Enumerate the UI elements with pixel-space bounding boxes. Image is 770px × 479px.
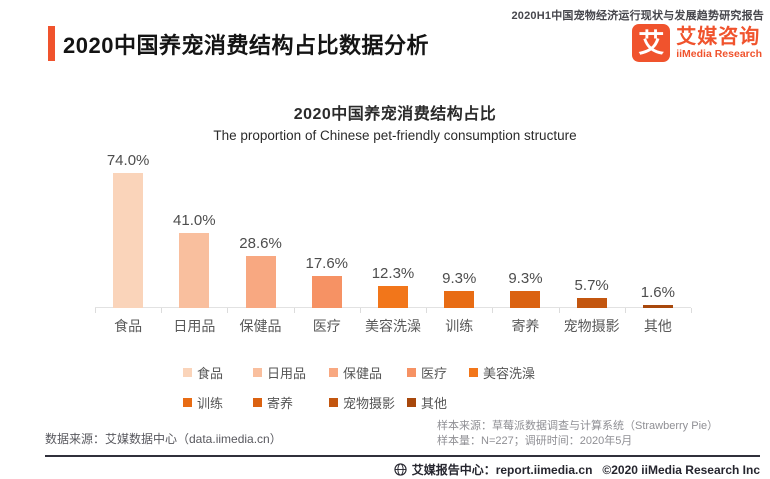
legend-item-4: 医疗 (407, 363, 469, 382)
page-title: 2020中国养宠消费结构占比数据分析 (63, 32, 429, 58)
chart-title-block: 2020中国养宠消费结构占比 The proportion of Chinese… (95, 100, 695, 143)
category-label: 医疗 (312, 318, 341, 334)
axis-tick (227, 308, 229, 313)
sample-source-line: 样本来源：草莓派数据调查与计算系统（Strawberry Pie） (437, 420, 719, 432)
category-label: 食品 (114, 318, 143, 334)
category-label: 日用品 (173, 318, 216, 334)
iimedia-logo: 艾 艾媒咨询 iiMedia Research (632, 24, 762, 62)
legend-item-3: 保健品 (329, 363, 407, 382)
legend-marker-icon (407, 368, 416, 377)
axis-tick (558, 308, 560, 313)
legend-item-6: 训练 (183, 393, 253, 412)
bar-slot: 74.0% (95, 150, 161, 308)
bar-value-label: 9.3% (508, 270, 543, 288)
legend-item-5: 美容洗澡 (469, 363, 535, 382)
bar-slot: 28.6% (227, 150, 293, 308)
axis-tick (293, 308, 295, 313)
legend-marker-icon (329, 368, 338, 377)
logo-name-en: iiMedia Research (676, 48, 762, 60)
category-label: 美容洗澡 (364, 318, 421, 334)
footer-copyright: ©2020 iiMedia Research Inc (602, 462, 760, 477)
bar-slot: 9.3% (426, 150, 492, 308)
footer-bar: 艾媒报告中心：report.iimedia.cn ©2020 iiMedia R… (394, 461, 760, 478)
bar-value-label: 9.3% (442, 270, 477, 288)
bar-7 (510, 291, 541, 308)
bar-slot: 5.7% (559, 150, 625, 308)
bar-value-label: 41.0% (173, 212, 216, 230)
bar-value-label: 74.0% (106, 152, 150, 169)
legend-marker-icon (183, 368, 192, 377)
legend-marker-icon (253, 398, 262, 407)
legend-item-2: 日用品 (253, 363, 329, 382)
legend-item-1: 食品 (183, 363, 253, 382)
legend-marker-icon (253, 368, 262, 377)
chart-title: 2020中国养宠消费结构占比 (293, 106, 497, 123)
chart-subtitle: The proportion of Chinese pet-friendly c… (213, 128, 577, 143)
axis-tick (426, 308, 428, 313)
category-label: 训练 (445, 318, 474, 334)
iimedia-logo-text: 艾媒咨询 iiMedia Research (676, 26, 762, 60)
axis-tick (95, 308, 96, 313)
legend-marker-icon (329, 398, 338, 407)
category-label: 宠物摄影 (563, 318, 620, 334)
axis-tick (161, 308, 163, 313)
bar-value-label: 28.6% (239, 234, 282, 252)
bar-4 (311, 275, 342, 308)
axis-tick (359, 308, 361, 313)
bar-chart-plot: 74.0% 41.0% 28.6% 17.6% 12.3% 9.3% 9.3% 5.7% 1.6… (95, 150, 692, 313)
bar-value-label: 17.6% (305, 254, 349, 272)
globe-icon (394, 463, 407, 476)
legend-label: 其他 (421, 396, 448, 411)
title-accent-bar (48, 26, 55, 61)
report-series-title: 2020H1中国宠物经济运行现状与发展趋势研究报告 (511, 10, 764, 22)
legend-marker-icon (407, 398, 416, 407)
bar-value-label: 1.6% (640, 284, 675, 302)
legend-item-9: 其他 (407, 393, 469, 412)
bar-value-label: 5.7% (574, 276, 609, 294)
logo-name-cn: 艾媒咨询 (676, 26, 761, 48)
chart-legend: 食品 日用品 保健品 医疗 美容洗澡训练 寄养 宠物摄影 其他 (183, 363, 535, 412)
legend-item-8: 宠物摄影 (329, 393, 407, 412)
bar-slot: 1.6% (625, 150, 691, 308)
data-source-note: 数据来源：艾媒数据中心（data.iimedia.cn） (45, 432, 282, 446)
iimedia-logo-icon: 艾 (632, 24, 671, 62)
bar-1 (113, 173, 144, 308)
bar-slot: 41.0% (161, 150, 227, 308)
bar-2 (179, 233, 210, 308)
bar-slot: 12.3% (360, 150, 426, 308)
bar-5 (377, 285, 408, 308)
legend-marker-icon (183, 398, 192, 407)
footer-report-center: 艾媒报告中心：report.iimedia.cn (411, 463, 593, 477)
legend-label: 寄养 (267, 396, 294, 411)
bar-slot: 9.3% (492, 150, 558, 308)
legend-label: 食品 (197, 366, 224, 381)
sample-info-line: 样本量：N=227；调研时间：2020年5月 (437, 435, 633, 447)
legend-label: 保健品 (343, 366, 383, 381)
bar-value-label: 12.3% (371, 264, 415, 282)
category-label: 保健品 (239, 318, 282, 334)
axis-tick (691, 308, 692, 313)
legend-marker-icon (469, 368, 478, 377)
bar-slot: 17.6% (294, 150, 360, 308)
category-label: 其他 (643, 318, 672, 334)
bar-3 (245, 255, 276, 308)
page-header: 2020中国养宠消费结构占比数据分析 (48, 26, 429, 61)
bar-6 (444, 291, 475, 308)
legend-item-7: 寄养 (253, 393, 329, 412)
footer-divider (45, 455, 760, 457)
legend-label: 日用品 (267, 366, 307, 381)
bar-9 (642, 305, 673, 308)
legend-label: 医疗 (421, 366, 448, 381)
category-label: 寄养 (511, 318, 540, 334)
sample-source-note: 样本来源：草莓派数据调查与计算系统（Strawberry Pie） 样本量：N=… (437, 419, 718, 449)
bar-8 (576, 297, 607, 308)
axis-tick (624, 308, 626, 313)
legend-label: 美容洗澡 (483, 366, 536, 381)
legend-label: 训练 (197, 396, 224, 411)
axis-tick (492, 308, 494, 313)
legend-label: 宠物摄影 (343, 396, 396, 411)
